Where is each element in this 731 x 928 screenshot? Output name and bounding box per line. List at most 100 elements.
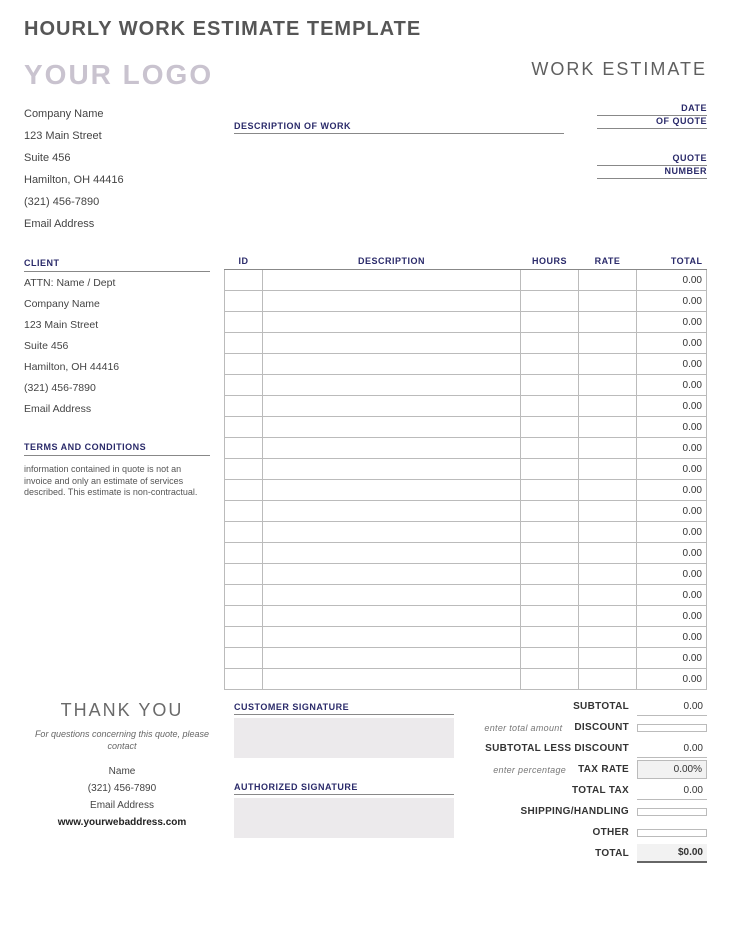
cell-id[interactable]	[225, 354, 263, 375]
cell-rate[interactable]	[579, 417, 637, 438]
cell-hours[interactable]	[521, 627, 579, 648]
cell-description[interactable]	[263, 606, 521, 627]
cell-hours[interactable]	[521, 396, 579, 417]
authorized-signature-box[interactable]	[234, 798, 454, 838]
cell-rate[interactable]	[579, 585, 637, 606]
cell-description[interactable]	[263, 522, 521, 543]
cell-rate[interactable]	[579, 291, 637, 312]
cell-hours[interactable]	[521, 543, 579, 564]
cell-id[interactable]	[225, 627, 263, 648]
description-section: DESCRIPTION OF WORK	[224, 103, 597, 235]
cell-rate[interactable]	[579, 606, 637, 627]
cell-description[interactable]	[263, 333, 521, 354]
cell-hours[interactable]	[521, 606, 579, 627]
cell-description[interactable]	[263, 438, 521, 459]
cell-hours[interactable]	[521, 501, 579, 522]
cell-hours[interactable]	[521, 333, 579, 354]
shipping-value[interactable]	[637, 808, 707, 816]
client-street: 123 Main Street	[24, 314, 210, 335]
discount-value[interactable]	[637, 724, 707, 732]
cell-description[interactable]	[263, 669, 521, 690]
client-city: Hamilton, OH 44416	[24, 356, 210, 377]
cell-hours[interactable]	[521, 270, 579, 291]
cell-rate[interactable]	[579, 438, 637, 459]
table-row: 0.00	[225, 417, 707, 438]
other-label: OTHER	[593, 827, 638, 838]
cell-description[interactable]	[263, 396, 521, 417]
cell-description[interactable]	[263, 270, 521, 291]
cell-hours[interactable]	[521, 459, 579, 480]
cell-description[interactable]	[263, 648, 521, 669]
cell-id[interactable]	[225, 375, 263, 396]
cell-id[interactable]	[225, 606, 263, 627]
company-address: Company Name 123 Main Street Suite 456 H…	[24, 103, 224, 235]
cell-id[interactable]	[225, 417, 263, 438]
cell-rate[interactable]	[579, 522, 637, 543]
cell-rate[interactable]	[579, 480, 637, 501]
cell-rate[interactable]	[579, 564, 637, 585]
cell-rate[interactable]	[579, 354, 637, 375]
table-row: 0.00	[225, 669, 707, 690]
cell-hours[interactable]	[521, 375, 579, 396]
cell-description[interactable]	[263, 417, 521, 438]
cell-id[interactable]	[225, 564, 263, 585]
cell-id[interactable]	[225, 585, 263, 606]
cell-rate[interactable]	[579, 627, 637, 648]
cell-description[interactable]	[263, 480, 521, 501]
cell-hours[interactable]	[521, 438, 579, 459]
cell-description[interactable]	[263, 564, 521, 585]
cell-rate[interactable]	[579, 270, 637, 291]
cell-id[interactable]	[225, 312, 263, 333]
cell-id[interactable]	[225, 291, 263, 312]
cell-id[interactable]	[225, 396, 263, 417]
cell-rate[interactable]	[579, 501, 637, 522]
terms-text: information contained in quote is not an…	[24, 464, 210, 499]
other-value[interactable]	[637, 829, 707, 837]
cell-id[interactable]	[225, 459, 263, 480]
taxrate-value[interactable]: 0.00%	[637, 760, 707, 779]
cell-hours[interactable]	[521, 669, 579, 690]
cell-hours[interactable]	[521, 480, 579, 501]
cell-description[interactable]	[263, 459, 521, 480]
cell-id[interactable]	[225, 270, 263, 291]
cell-rate[interactable]	[579, 459, 637, 480]
cell-id[interactable]	[225, 543, 263, 564]
cell-id[interactable]	[225, 522, 263, 543]
cell-id[interactable]	[225, 480, 263, 501]
cell-description[interactable]	[263, 627, 521, 648]
cell-rate[interactable]	[579, 333, 637, 354]
cell-description[interactable]	[263, 312, 521, 333]
cell-description[interactable]	[263, 375, 521, 396]
totals-section: SUBTOTAL0.00 enter total amountDISCOUNT …	[454, 696, 707, 864]
cell-description[interactable]	[263, 585, 521, 606]
cell-rate[interactable]	[579, 648, 637, 669]
cell-rate[interactable]	[579, 396, 637, 417]
cell-rate[interactable]	[579, 669, 637, 690]
shipping-label: SHIPPING/HANDLING	[521, 806, 637, 817]
cell-description[interactable]	[263, 354, 521, 375]
cell-id[interactable]	[225, 648, 263, 669]
cell-hours[interactable]	[521, 522, 579, 543]
cell-description[interactable]	[263, 501, 521, 522]
cell-hours[interactable]	[521, 417, 579, 438]
cell-total: 0.00	[637, 375, 707, 396]
cell-hours[interactable]	[521, 648, 579, 669]
cell-rate[interactable]	[579, 312, 637, 333]
cell-rate[interactable]	[579, 543, 637, 564]
cell-id[interactable]	[225, 669, 263, 690]
cell-id[interactable]	[225, 438, 263, 459]
cell-hours[interactable]	[521, 312, 579, 333]
cell-description[interactable]	[263, 543, 521, 564]
cell-hours[interactable]	[521, 564, 579, 585]
cell-hours[interactable]	[521, 585, 579, 606]
cell-id[interactable]	[225, 333, 263, 354]
cell-hours[interactable]	[521, 291, 579, 312]
company-suite: Suite 456	[24, 147, 224, 169]
customer-signature-box[interactable]	[234, 718, 454, 758]
cell-total: 0.00	[637, 354, 707, 375]
cell-description[interactable]	[263, 291, 521, 312]
cell-id[interactable]	[225, 501, 263, 522]
cell-hours[interactable]	[521, 354, 579, 375]
client-phone: (321) 456-7890	[24, 377, 210, 398]
cell-rate[interactable]	[579, 375, 637, 396]
